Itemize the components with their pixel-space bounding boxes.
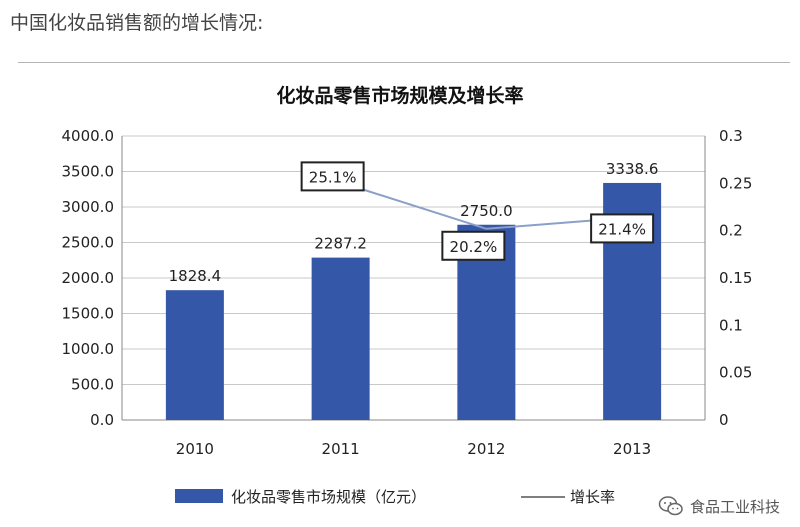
growth-label-box	[441, 230, 506, 261]
y-right-tick-label: 0.3	[719, 127, 743, 145]
growth-label-box	[590, 213, 655, 244]
legend-bar-swatch	[175, 489, 223, 503]
chart-title: 化妆品零售市场规模及增长率	[276, 84, 523, 107]
y-left-tick-label: 1000.0	[62, 340, 115, 358]
bar-value-label: 2750.0	[460, 202, 513, 220]
legend-line-label: 增长率	[570, 488, 615, 506]
bar-value-label: 1828.4	[169, 267, 222, 285]
y-left-tick-label: 2500.0	[62, 234, 115, 252]
y-right-tick-label: 0.1	[719, 316, 743, 334]
watermark-text: 食品工业科技	[689, 497, 780, 516]
bar-value-label: 3338.6	[606, 160, 659, 178]
growth-data-label: 21.4%	[598, 220, 646, 238]
x-tick-label: 2011	[322, 440, 360, 458]
y-left-tick-label: 0.0	[90, 411, 114, 429]
y-right-tick-label: 0.25	[719, 174, 752, 192]
y-left-tick-label: 3000.0	[62, 198, 115, 216]
bar	[311, 257, 370, 420]
y-left-tick-label: 3500.0	[62, 163, 115, 181]
growth-label-box	[300, 161, 365, 192]
y-left-tick-label: 4000.0	[62, 127, 115, 145]
heading-divider	[18, 62, 790, 63]
growth-data-label: 25.1%	[309, 168, 357, 186]
y-right-tick-label: 0.15	[719, 269, 752, 287]
growth-data-label: 20.2%	[450, 238, 498, 256]
y-left-tick-label: 500.0	[71, 376, 114, 394]
y-right-tick-label: 0.05	[719, 364, 752, 382]
wechat-icon	[658, 496, 683, 516]
bar	[165, 290, 224, 420]
legend-bar-label: 化妆品零售市场规模（亿元）	[231, 488, 426, 506]
y-left-tick-label: 1500.0	[62, 305, 115, 323]
y-right-tick-label: 0.2	[719, 222, 743, 240]
x-tick-label: 2010	[176, 440, 214, 458]
y-left-tick-label: 2000.0	[62, 269, 115, 287]
growth-rate-line	[340, 181, 633, 230]
watermark: 食品工业科技	[658, 495, 780, 517]
y-right-tick-label: 0	[719, 411, 729, 429]
x-tick-label: 2012	[467, 440, 505, 458]
x-tick-label: 2013	[613, 440, 651, 458]
page-heading: 中国化妆品销售额的增长情况:	[10, 12, 264, 34]
bar-value-label: 2287.2	[314, 235, 367, 253]
